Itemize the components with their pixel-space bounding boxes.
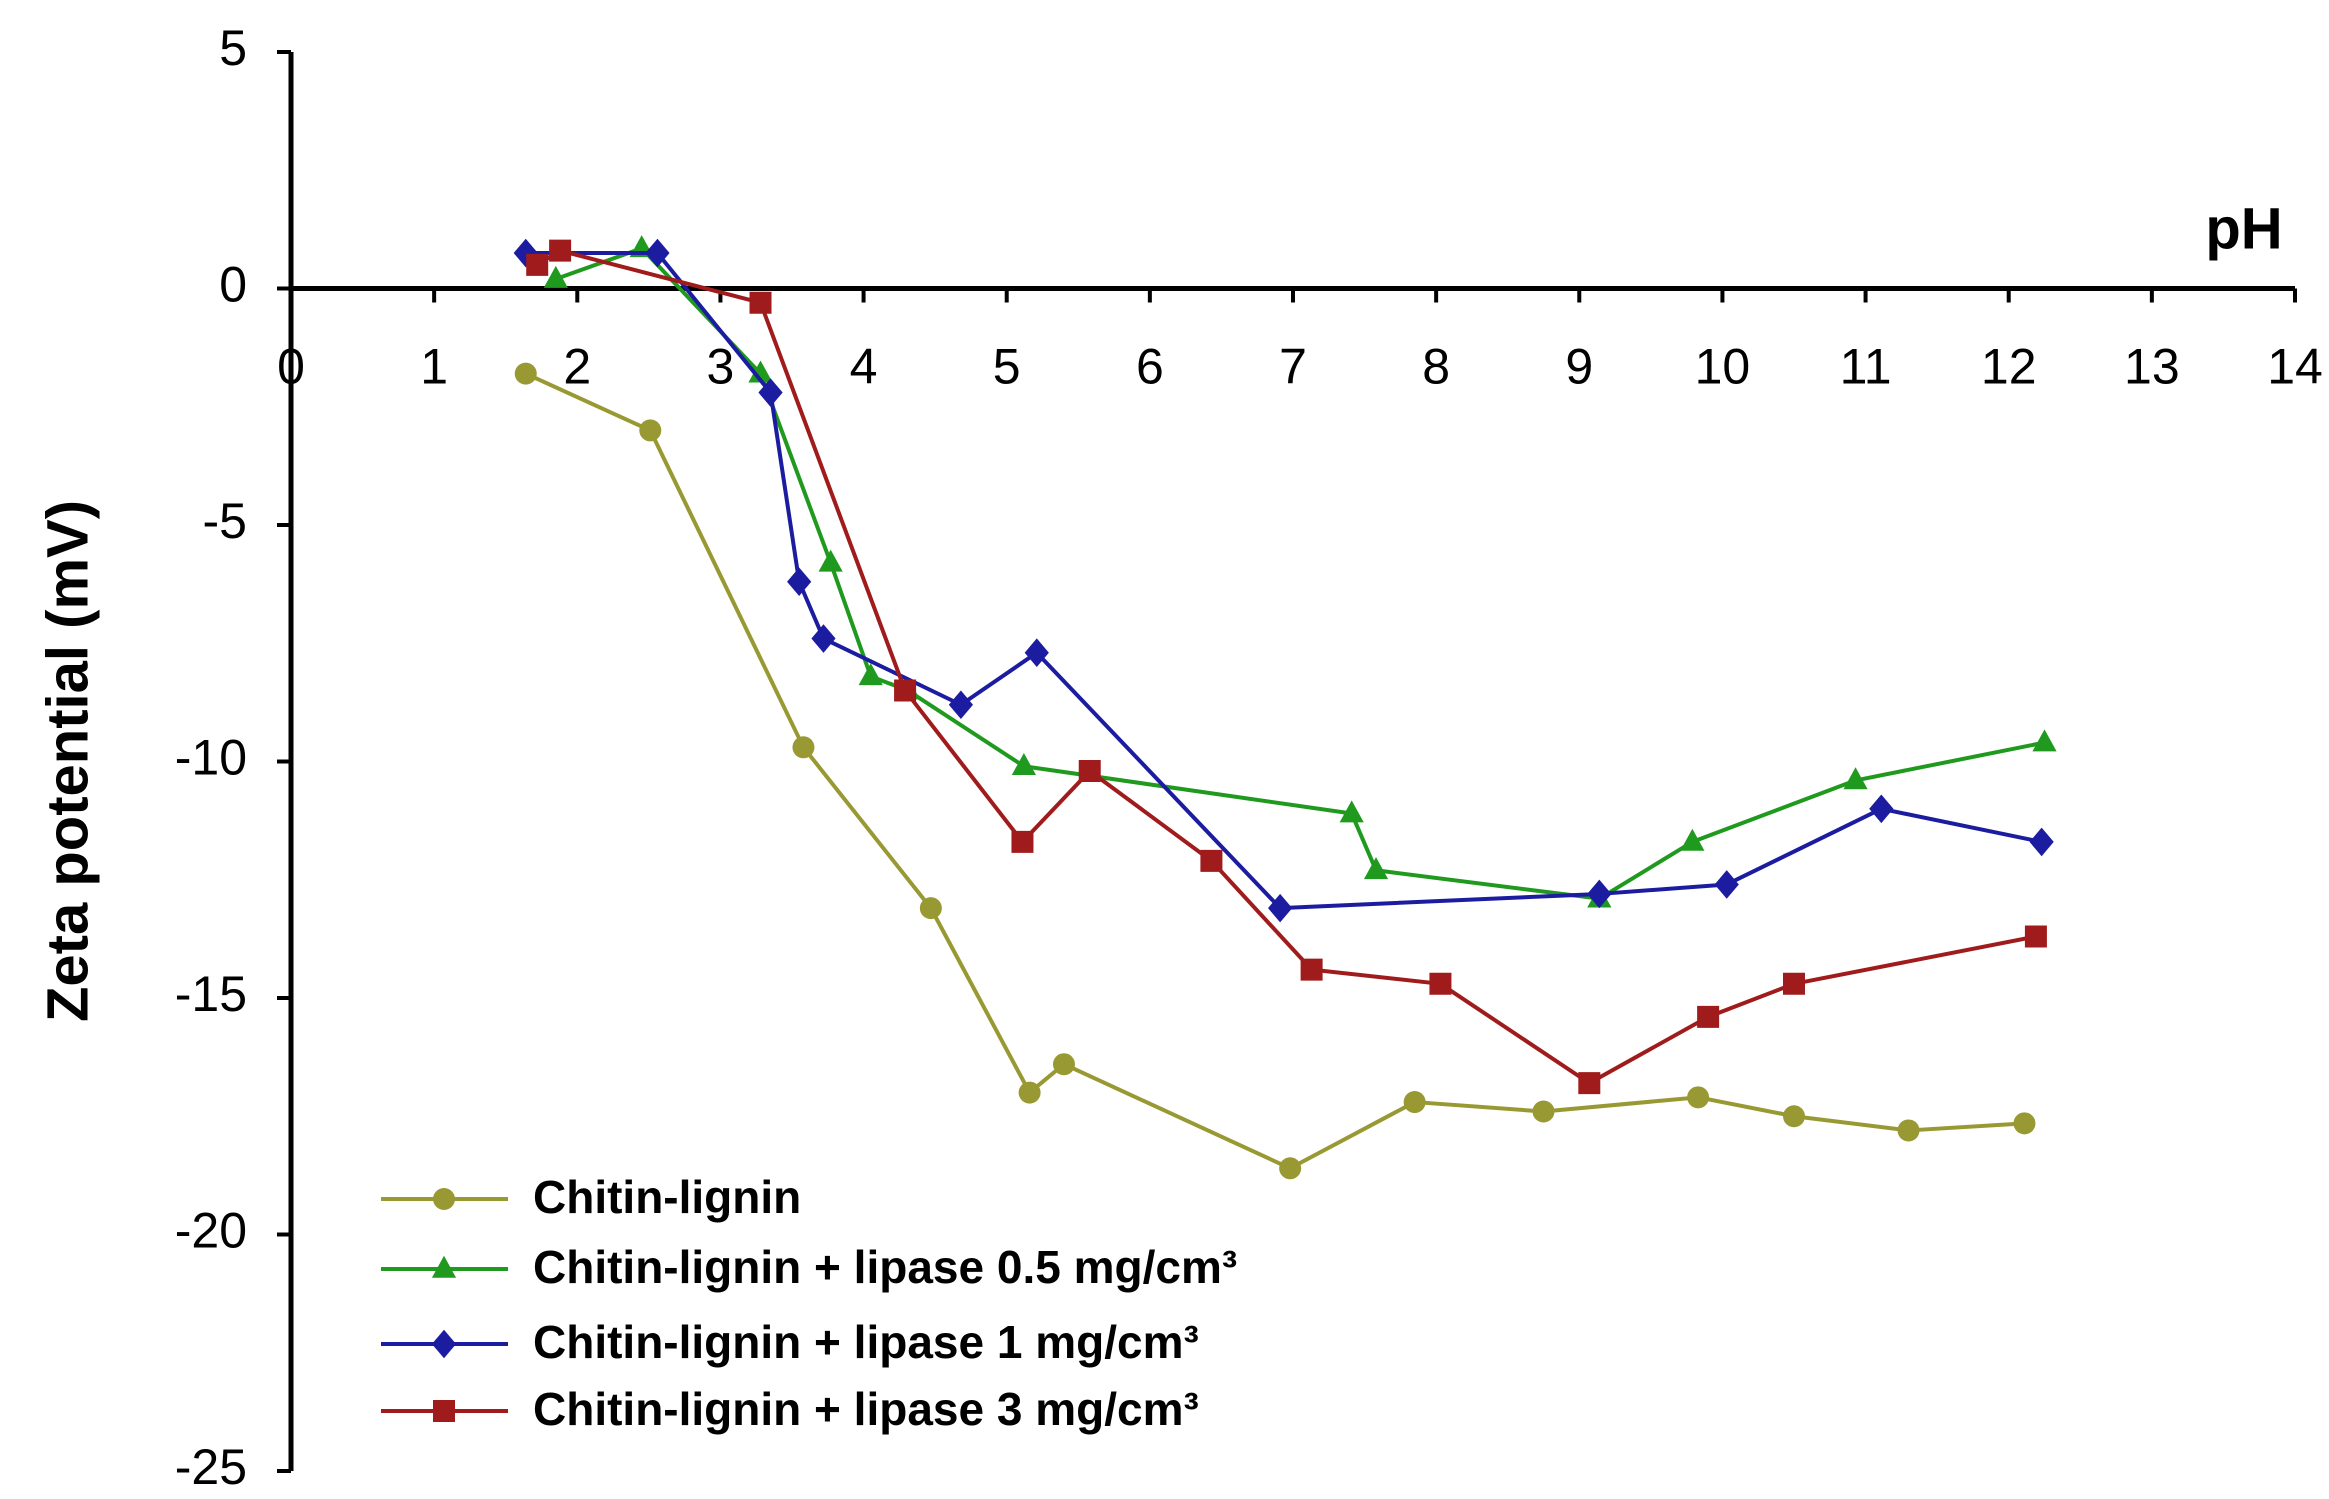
marker [1783,1105,1805,1128]
x-tick-label: 7 [1279,339,1307,395]
marker [1011,753,1036,776]
marker [1011,830,1034,853]
x-tick-label: 13 [2124,339,2180,395]
marker [639,419,662,442]
legend-marker [433,1188,455,1210]
marker [1843,767,1868,790]
marker [1018,1081,1041,1104]
y-tick-label: -10 [175,730,247,786]
x-tick-label: 6 [1136,339,1164,395]
marker [2024,925,2047,948]
marker [1578,1072,1601,1095]
y-tick-label: -15 [175,966,247,1022]
x-tick-label: 8 [1422,339,1450,395]
marker [1783,972,1805,995]
y-tick-label: -5 [203,493,247,549]
marker [2029,827,2054,857]
y-tick-label: -25 [175,1439,247,1495]
marker [1897,1119,1920,1142]
marker [549,239,572,262]
series-line [525,251,2043,911]
y-tick-label: -20 [175,1203,247,1259]
marker [1300,958,1323,981]
marker [818,549,843,572]
x-tick-label: 5 [993,339,1021,395]
x-tick-label: 9 [1565,339,1593,395]
marker [1052,1053,1075,1076]
legend-label: Chitin-lignin + lipase 0.5 mg/cm³ [533,1241,1237,1293]
marker [792,736,815,759]
marker [749,291,772,314]
legend-label: Chitin-lignin + lipase 1 mg/cm³ [533,1316,1199,1368]
series-line [524,371,2025,1171]
x-tick-label: 2 [563,339,591,395]
y-axis-label: Zeta potential (mV) [35,500,100,1022]
marker [1078,759,1101,782]
x-tick-label: 11 [1840,339,1892,395]
marker [919,897,942,920]
marker [1200,849,1223,872]
marker [1024,638,1049,668]
marker [1279,1157,1302,1180]
marker [1429,972,1452,995]
y-tick-label: 0 [219,257,247,313]
marker [2013,1112,2036,1135]
marker [1339,800,1364,823]
marker [948,690,974,720]
x-tick-label: 12 [1981,339,2037,395]
x-tick-label: 3 [707,339,735,395]
x-tick-label: 10 [1695,339,1751,395]
marker [1403,1091,1426,1114]
marker [758,378,783,407]
marker [1697,1005,1720,1028]
legend-label: Chitin-lignin + lipase 3 mg/cm³ [533,1383,1199,1435]
marker [811,624,836,653]
marker [1363,857,1389,880]
marker [526,253,549,276]
marker [1680,828,1705,851]
legend-label: Chitin-lignin [533,1171,801,1223]
marker [1532,1100,1555,1123]
marker [513,238,538,268]
marker [645,238,670,268]
marker [543,265,568,288]
x-tick-label: 4 [850,339,878,395]
marker [1714,870,1739,899]
x-axis-label: pH [2205,196,2282,261]
marker [2032,729,2057,752]
marker [748,360,773,383]
marker [1587,879,1612,909]
x-tick-label: 14 [2267,339,2323,395]
marker [787,567,812,597]
marker [1687,1086,1710,1109]
legend-marker [431,1255,457,1278]
x-tick-label: 1 [420,339,448,395]
marker [1869,794,1894,824]
marker [514,362,537,385]
legend-marker [433,1400,455,1422]
marker [1268,893,1293,923]
marker [894,679,917,702]
x-tick-label: 0 [277,339,305,395]
legend-marker [431,1329,457,1359]
marker [858,663,883,686]
y-tick-label: 5 [219,20,247,76]
